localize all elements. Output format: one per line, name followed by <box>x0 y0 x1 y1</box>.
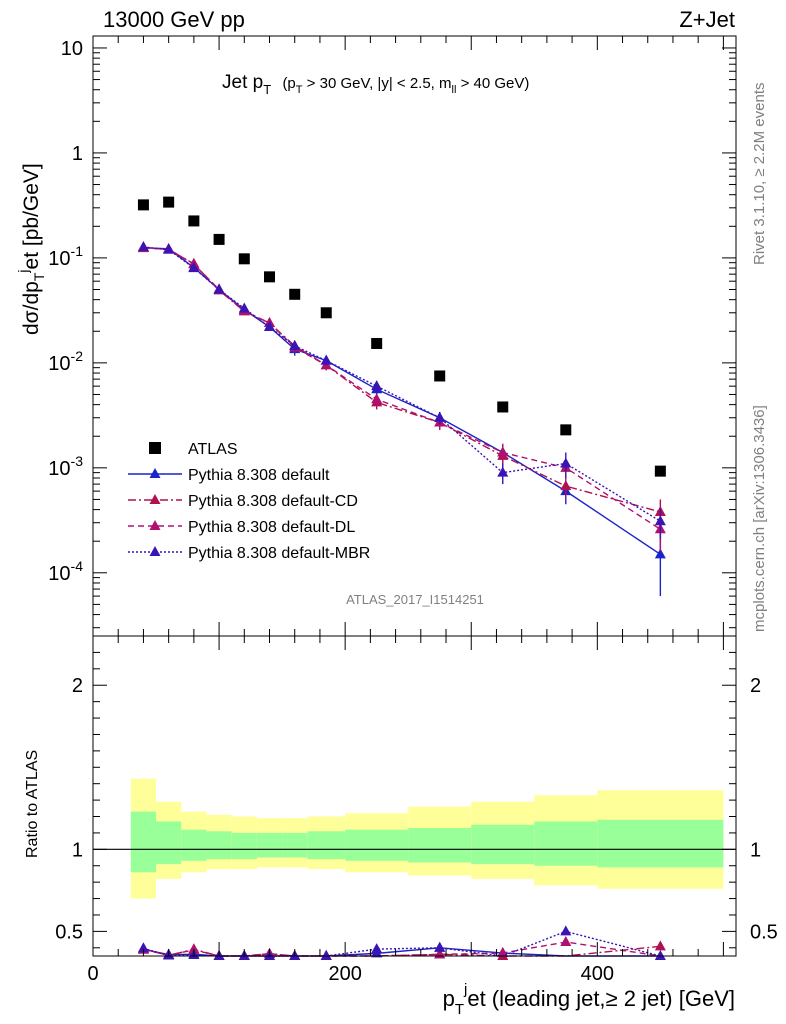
ratio-point <box>434 941 446 952</box>
ratio-point <box>654 940 666 951</box>
y-tick-label: 1 <box>750 839 761 861</box>
data-point <box>137 241 149 252</box>
x-tick-label: 0 <box>87 963 98 985</box>
data-point <box>654 515 666 526</box>
process-label: Z+Jet <box>679 7 735 32</box>
y-tick-label: 10-4 <box>48 558 83 585</box>
ratio-point <box>137 942 149 953</box>
legend-marker <box>149 546 161 556</box>
data-point <box>434 411 446 422</box>
data-point <box>163 196 175 208</box>
data-point <box>497 446 509 457</box>
data-point <box>654 548 666 559</box>
ratio-marks <box>137 925 666 960</box>
data-point <box>320 354 332 365</box>
ratio-y-axis-title: Ratio to ATLAS <box>24 750 41 858</box>
ratio-point <box>320 950 332 960</box>
ratio-panel: 0.5 0.5 1 1 2 2 0 200 400 <box>55 635 778 985</box>
legend-label: ATLAS <box>188 441 238 458</box>
uncertainty-band-inner <box>156 821 182 865</box>
uncertainty-band-inner <box>130 811 157 873</box>
data-point <box>654 465 666 477</box>
uncertainty-band-inner <box>256 832 283 858</box>
rivet-version-label: Rivet 3.1.10, ≥ 2.2M events <box>751 83 768 266</box>
beam-label: 13000 GeV pp <box>103 7 245 32</box>
main-x-ticks <box>92 36 724 636</box>
ratio-y-ticks: 0.5 0.5 1 1 2 2 <box>55 651 778 949</box>
legend-marker <box>149 442 161 454</box>
data-point <box>289 339 301 350</box>
uncertainty-band-inner <box>345 829 409 861</box>
data-point <box>320 307 332 319</box>
data-point <box>137 199 149 211</box>
ratio-bands <box>93 778 736 899</box>
y-tick-label: 10-3 <box>48 453 83 480</box>
data-point <box>213 283 225 294</box>
ratio-series-line <box>143 930 661 957</box>
legend: ATLAS Pythia 8.308 default Pythia 8.308 de… <box>128 441 370 562</box>
data-point <box>188 215 200 227</box>
legend-marker <box>149 494 161 504</box>
data-point <box>560 480 572 491</box>
data-point <box>371 393 383 404</box>
y-tick-label: 10-1 <box>48 243 83 270</box>
y-tick-label: 10-2 <box>48 348 83 375</box>
ratio-point <box>560 925 572 936</box>
legend-marker <box>149 468 161 478</box>
y-tick-label: 10 <box>61 38 83 60</box>
data-point <box>371 380 383 391</box>
y-tick-label: 2 <box>750 675 761 697</box>
data-point <box>238 302 250 313</box>
data-point <box>264 271 276 283</box>
x-axis-title: pTjet (leading jet,≥ 2 jet) [GeV] <box>443 981 735 1018</box>
ratio-point <box>371 943 383 954</box>
ratio-frame <box>92 635 737 957</box>
y-tick-label: 1 <box>72 839 83 861</box>
main-y-ticks: 10-4 10-3 10-2 10-1 1 10 <box>48 38 736 629</box>
uncertainty-band-inner <box>206 831 232 860</box>
plot-title: Jet pT (pT > 30 GeV, |y| < 2.5, mll > 40… <box>222 72 529 99</box>
uncertainty-band-inner <box>307 831 346 860</box>
x-tick-label: 400 <box>581 963 614 985</box>
y-tick-label: 0.5 <box>55 921 83 943</box>
main-panel: 10-4 10-3 10-2 10-1 1 10 <box>48 35 737 637</box>
uncertainty-band-inner <box>282 832 308 858</box>
mcplots-label: mcplots.cern.ch [arXiv:1306.3436] <box>751 405 768 632</box>
analysis-id-label: ATLAS_2017_I1514251 <box>346 592 484 607</box>
ratio-point <box>560 936 572 947</box>
data-point <box>238 253 250 265</box>
x-tick-label: 200 <box>328 963 361 985</box>
uncertainty-band-inner <box>408 828 472 863</box>
data-point <box>163 243 175 254</box>
main-marks <box>137 196 666 597</box>
legend-marker <box>149 520 161 530</box>
legend-label: Pythia 8.308 default <box>188 467 330 484</box>
data-point <box>497 401 509 413</box>
ratio-point <box>188 943 200 954</box>
uncertainty-band-inner <box>534 821 598 866</box>
data-point <box>213 233 225 245</box>
uncertainty-band-inner <box>231 832 257 860</box>
main-y-axis-title: dσ/dpTjet [pb/GeV] <box>15 163 47 335</box>
y-tick-label: 0.5 <box>750 921 778 943</box>
y-tick-label: 1 <box>72 143 83 165</box>
legend-label: Pythia 8.308 default-DL <box>188 519 355 536</box>
legend-label: Pythia 8.308 default-MBR <box>188 545 370 562</box>
uncertainty-band-inner <box>181 829 207 861</box>
data-point <box>560 457 572 468</box>
legend-label: Pythia 8.308 default-CD <box>188 493 358 510</box>
ratio-point <box>654 950 666 960</box>
uncertainty-band-inner <box>597 819 724 868</box>
data-point <box>434 370 446 382</box>
data-point <box>371 337 383 349</box>
data-point <box>497 466 509 477</box>
data-point <box>289 288 301 300</box>
uncertainty-band-inner <box>471 824 535 865</box>
data-point <box>188 262 200 273</box>
y-tick-label: 2 <box>72 675 83 697</box>
data-point <box>560 424 572 436</box>
data-point <box>264 320 276 331</box>
ratio-x-ticks: 0 200 400 <box>87 636 724 985</box>
